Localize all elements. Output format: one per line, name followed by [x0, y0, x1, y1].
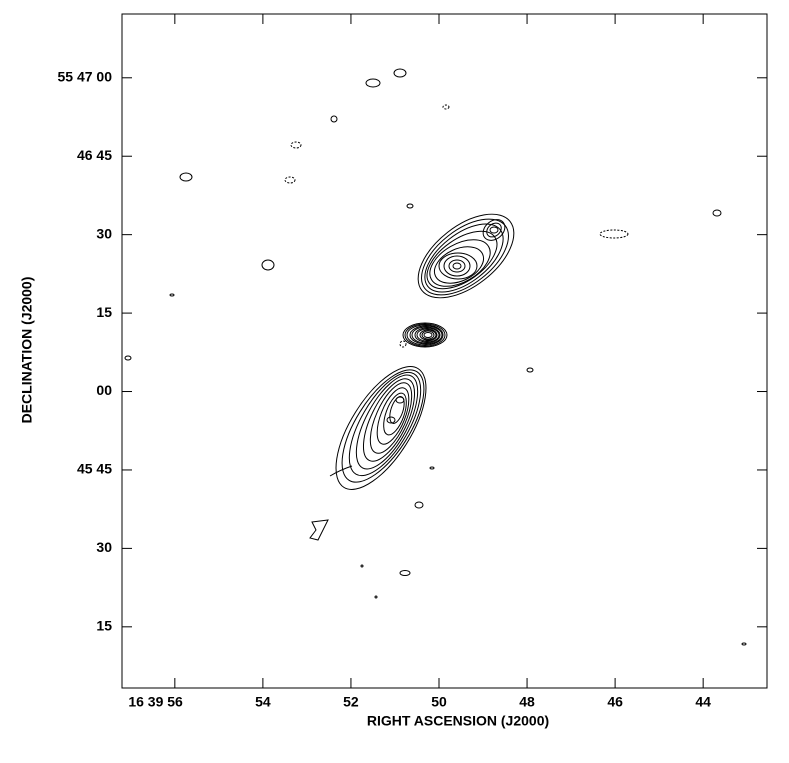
x-tick-label: 54 [255, 694, 271, 710]
x-tick-label: 46 [607, 694, 623, 710]
x-tick-label: 50 [431, 694, 447, 710]
core [402, 322, 448, 348]
y-tick-label: 45 45 [77, 461, 112, 477]
y-tick-label: 30 [96, 539, 112, 555]
x-tick-label: 48 [519, 694, 535, 710]
y-axis-label: DECLINATION (J2000) [19, 277, 35, 424]
y-tick-label: 55 47 00 [58, 68, 113, 84]
contours [124, 68, 747, 646]
plot-frame [121, 13, 768, 689]
y-tick-label: 30 [96, 225, 112, 241]
x-tick-label: 16 39 56 [128, 694, 183, 710]
y-tick-label: 15 [96, 618, 112, 634]
ne-lobe [417, 213, 515, 299]
sw-lobe [329, 366, 427, 490]
y-tick-label: 46 45 [77, 147, 112, 163]
x-tick-label: 44 [695, 694, 711, 710]
y-tick-label: 15 [96, 304, 112, 320]
y-tick-label: 00 [96, 382, 112, 398]
x-axis-label: RIGHT ASCENSION (J2000) [367, 713, 549, 729]
x-tick-label: 52 [343, 694, 359, 710]
